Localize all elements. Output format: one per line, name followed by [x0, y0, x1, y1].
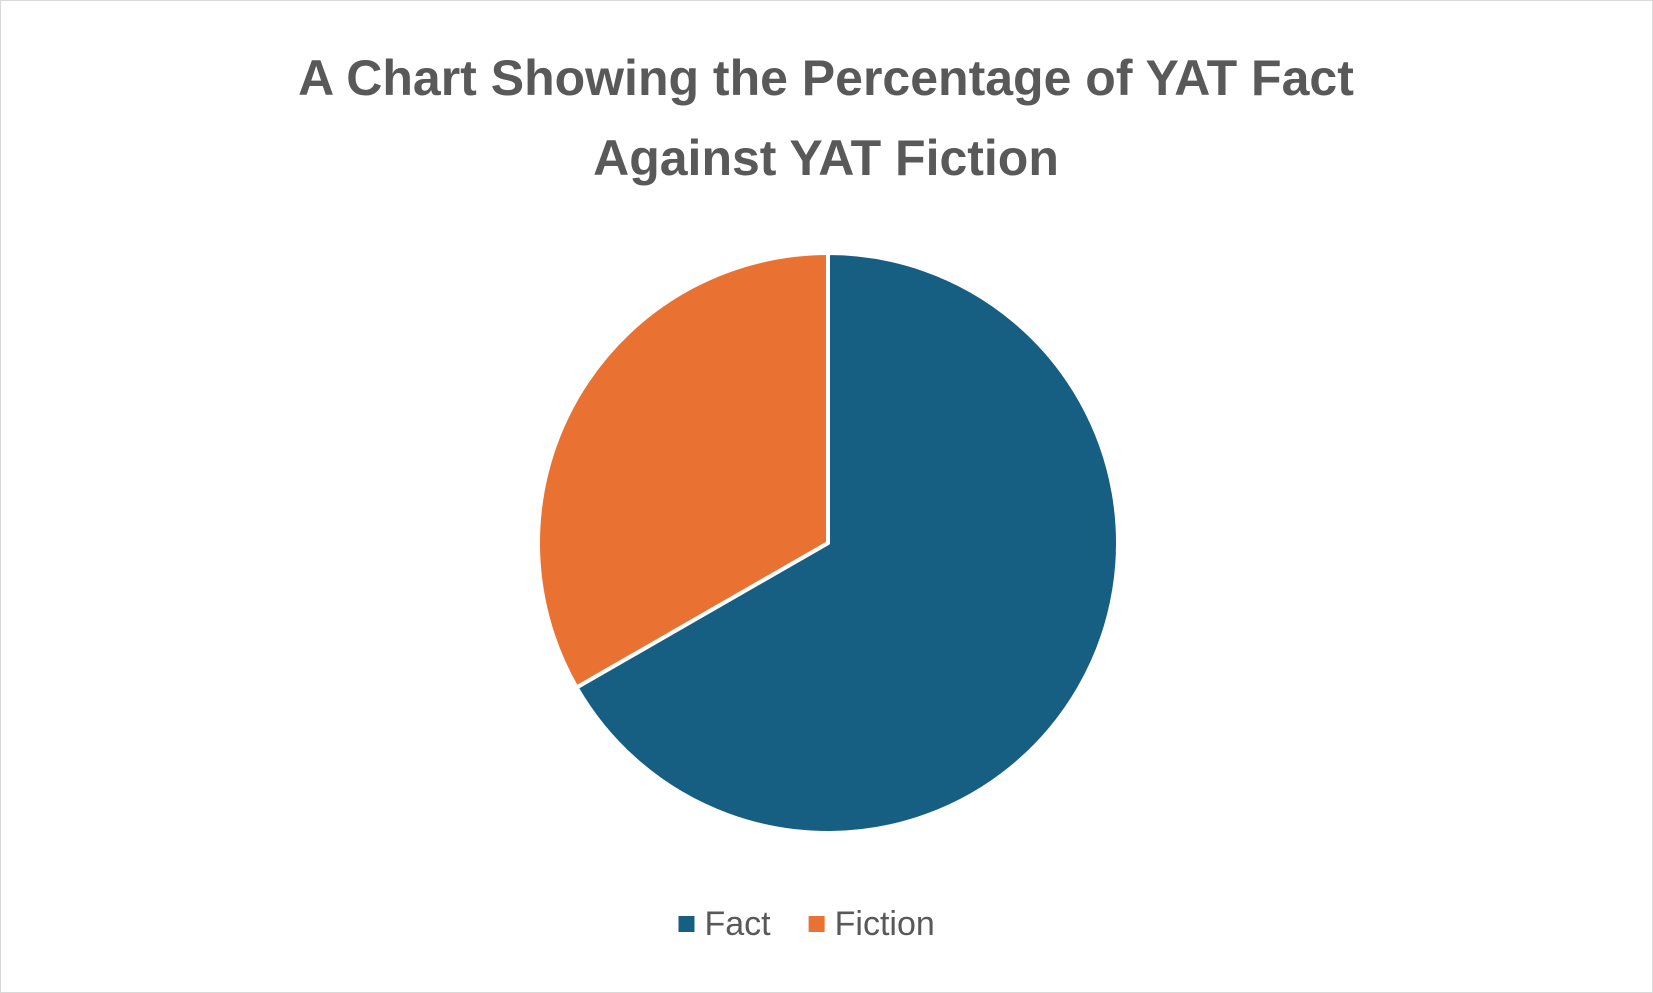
legend-swatch: [808, 916, 825, 932]
pie-slice: [536, 251, 830, 690]
legend-label: Fiction: [835, 905, 935, 943]
pie-slice: [574, 251, 1120, 835]
legend-label: Fact: [705, 905, 772, 943]
chart-title: A Chart Showing the Percentage of YAT Fa…: [298, 50, 1354, 186]
legend-swatch: [678, 916, 695, 932]
